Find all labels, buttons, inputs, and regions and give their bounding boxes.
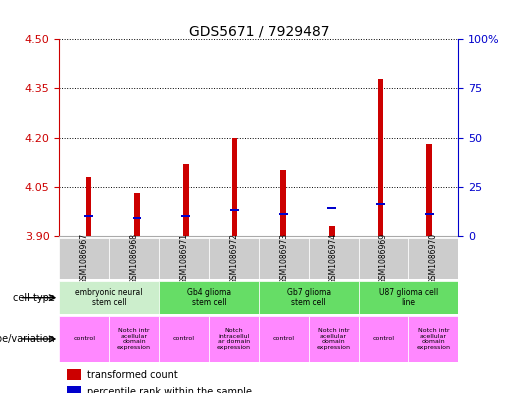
Text: GSM1086967: GSM1086967 xyxy=(80,233,89,284)
Text: GSM1086972: GSM1086972 xyxy=(229,233,238,284)
Bar xyxy=(232,138,237,236)
Bar xyxy=(308,238,358,279)
Bar xyxy=(85,177,91,236)
Bar xyxy=(328,207,336,209)
Bar xyxy=(84,215,93,217)
Bar xyxy=(159,238,209,279)
Text: GSM1086971: GSM1086971 xyxy=(179,233,188,284)
Title: GDS5671 / 7929487: GDS5671 / 7929487 xyxy=(188,24,329,38)
Bar xyxy=(308,316,358,362)
Bar xyxy=(230,209,239,211)
Text: Gb4 glioma
stem cell: Gb4 glioma stem cell xyxy=(187,288,231,307)
Text: Notch intr
acellular
domain
expression: Notch intr acellular domain expression xyxy=(317,328,351,350)
Bar xyxy=(408,316,458,362)
Bar xyxy=(358,238,408,279)
Bar xyxy=(358,281,458,314)
Text: U87 glioma cell
line: U87 glioma cell line xyxy=(379,288,438,307)
Bar xyxy=(259,238,308,279)
Bar xyxy=(109,316,159,362)
Text: cell type: cell type xyxy=(13,293,55,303)
Bar xyxy=(408,238,458,279)
Bar xyxy=(425,213,434,215)
Text: GSM1086974: GSM1086974 xyxy=(329,233,338,284)
Text: percentile rank within the sample: percentile rank within the sample xyxy=(87,387,252,393)
Bar xyxy=(59,316,109,362)
Bar xyxy=(358,316,408,362)
Text: Gb7 glioma
stem cell: Gb7 glioma stem cell xyxy=(287,288,331,307)
Bar xyxy=(133,217,142,219)
Text: GSM1086973: GSM1086973 xyxy=(279,233,288,284)
Bar xyxy=(426,144,432,236)
Bar xyxy=(377,79,383,236)
Bar xyxy=(59,281,159,314)
Text: control: control xyxy=(73,336,95,342)
Bar xyxy=(279,213,287,215)
Bar xyxy=(109,238,159,279)
Bar xyxy=(209,238,259,279)
Text: genotype/variation: genotype/variation xyxy=(0,334,55,344)
Bar xyxy=(181,215,190,217)
Bar xyxy=(376,203,385,205)
Text: GSM1086969: GSM1086969 xyxy=(379,233,388,284)
Text: GSM1086970: GSM1086970 xyxy=(429,233,438,284)
Bar xyxy=(67,386,81,393)
Bar xyxy=(59,238,109,279)
Bar xyxy=(159,316,209,362)
Text: Notch intr
acellular
domain
expression: Notch intr acellular domain expression xyxy=(417,328,451,350)
Bar xyxy=(259,281,358,314)
Text: control: control xyxy=(372,336,394,342)
Text: control: control xyxy=(273,336,295,342)
Bar xyxy=(329,226,335,236)
Bar xyxy=(183,164,188,236)
Text: control: control xyxy=(173,336,195,342)
Text: transformed count: transformed count xyxy=(87,370,178,380)
Text: Notch intr
acellular
domain
expression: Notch intr acellular domain expression xyxy=(117,328,151,350)
Bar xyxy=(209,316,259,362)
Text: embryonic neural
stem cell: embryonic neural stem cell xyxy=(75,288,143,307)
Bar xyxy=(134,193,140,236)
Bar xyxy=(259,316,308,362)
Bar xyxy=(280,170,286,236)
Text: Notch
intracellul
ar domain
expression: Notch intracellul ar domain expression xyxy=(217,328,251,350)
Text: GSM1086968: GSM1086968 xyxy=(130,233,139,284)
Bar xyxy=(67,369,81,380)
Bar xyxy=(159,281,259,314)
